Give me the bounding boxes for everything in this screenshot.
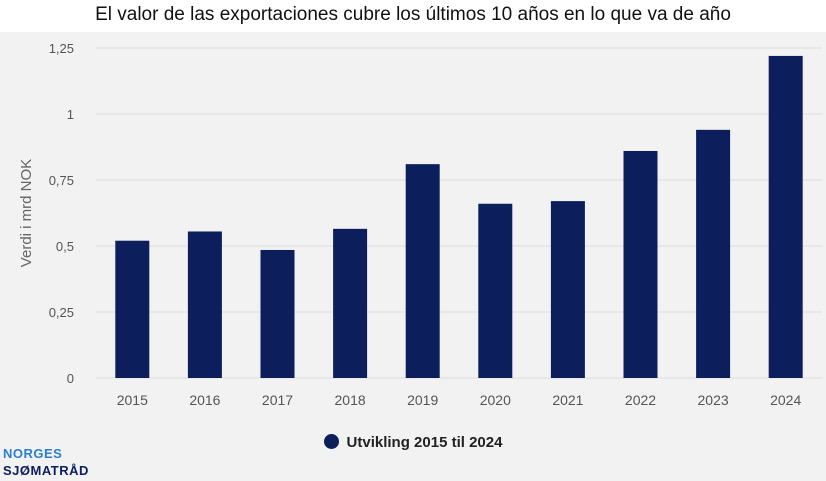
x-tick-label: 2015 xyxy=(117,392,148,408)
x-tick-label: 2018 xyxy=(335,392,366,408)
x-tick-label: 2017 xyxy=(262,392,293,408)
legend-label: Utvikling 2015 til 2024 xyxy=(346,434,503,451)
x-tick-label: 2022 xyxy=(625,392,656,408)
legend-marker xyxy=(323,434,339,449)
x-tick-label: 2016 xyxy=(189,392,220,408)
bar-2024 xyxy=(768,55,803,379)
y-tick-label: 0,25 xyxy=(49,305,74,320)
bar-2022 xyxy=(623,150,658,378)
y-tick-label: 1 xyxy=(67,107,74,122)
bar-2017 xyxy=(260,249,295,378)
bar-2015 xyxy=(115,240,150,378)
y-tick-label: 0,75 xyxy=(49,173,74,188)
bar-2020 xyxy=(478,203,513,378)
y-tick-label: 0,5 xyxy=(56,239,74,254)
bar-2019 xyxy=(405,164,440,378)
x-tick-label: 2024 xyxy=(770,392,801,408)
logo-line-2: SJØMATRÅD xyxy=(3,463,89,478)
norges-sjomatrad-logo: NORGES SJØMATRÅD xyxy=(3,445,89,479)
y-tick-label: 1,25 xyxy=(49,41,74,56)
y-tick-label: 0 xyxy=(67,371,74,386)
y-axis-label: Verdi i mrd NOK xyxy=(18,159,35,267)
x-tick-label: 2021 xyxy=(552,392,583,408)
bar-2021 xyxy=(550,201,585,378)
bar-2016 xyxy=(187,231,222,378)
x-tick-label: 2023 xyxy=(698,392,729,408)
logo-line-1: NORGES xyxy=(3,446,63,461)
x-tick-label: 2019 xyxy=(407,392,438,408)
chart-title: El valor de las exportaciones cubre los … xyxy=(95,4,731,25)
chart-legend[interactable]: Utvikling 2015 til 2024 xyxy=(0,434,826,451)
bar-2018 xyxy=(333,228,368,378)
bar-2023 xyxy=(696,129,731,378)
x-tick-label: 2020 xyxy=(480,392,511,408)
